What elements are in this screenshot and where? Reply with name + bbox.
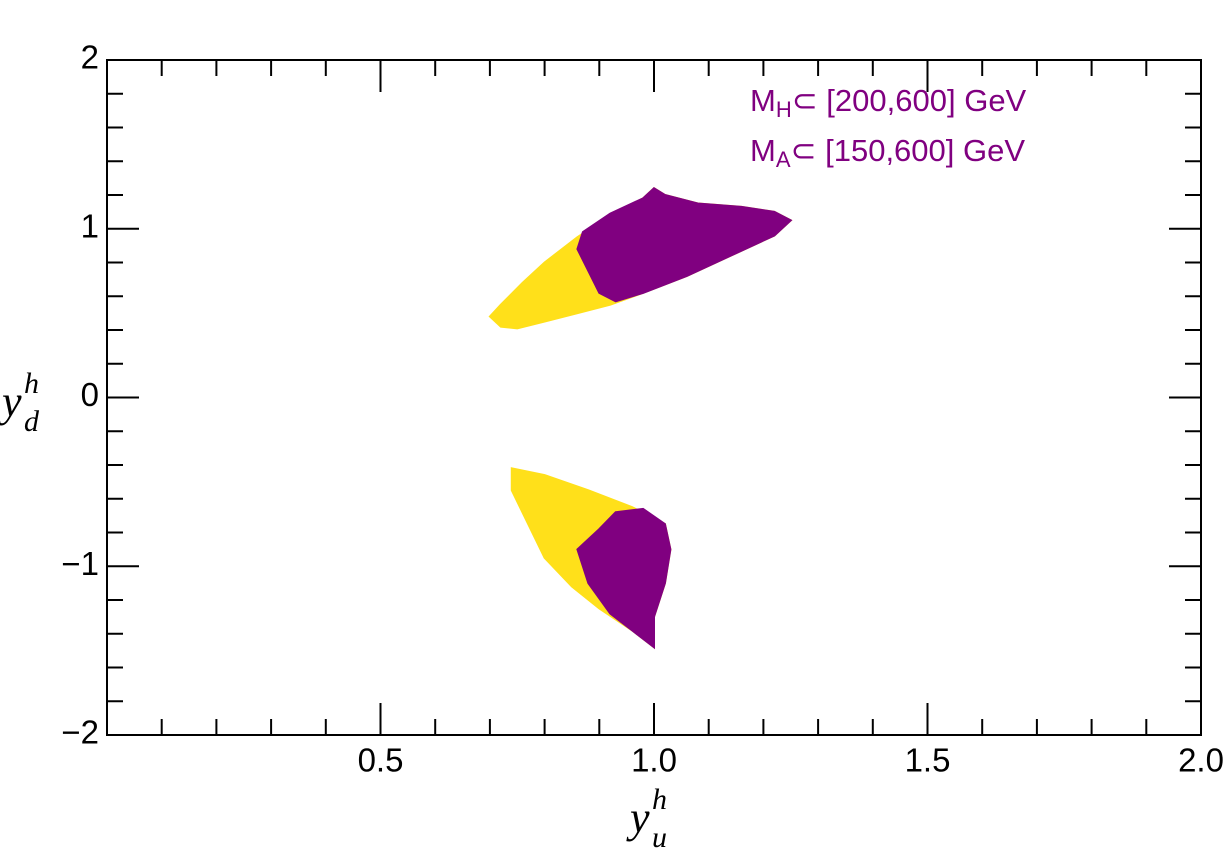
annotation: MA⊂ [150,600] GeV [750,133,1025,172]
x-tick-label: 1.5 [905,742,951,779]
y-tick-label: −1 [61,545,99,582]
x-tick-label: 0.5 [358,742,404,779]
x-axis-label-sup: h [652,783,667,816]
y-axis-label-sup: h [24,367,39,400]
annotation-main: M [750,83,776,118]
annotation-sub: H [776,97,792,122]
x-axis-label-sub: u [652,821,667,852]
x-tick-label: 2.0 [1178,742,1224,779]
y-axis-label-base: y [0,377,22,426]
annotation: MH⊂ [200,600] GeV [750,83,1027,122]
y-axis-label-sub: d [24,405,40,438]
x-axis-label: y hu [626,783,667,852]
y-tick-label: −2 [61,714,99,751]
y-axis-label: y hd [0,367,40,438]
annotation-rest: ⊂ [150,600] GeV [791,133,1026,168]
x-tick-label: 1.0 [631,742,677,779]
annotation-main: M [750,133,776,168]
annotation-sub: A [776,147,791,172]
x-axis-label-base: y [626,793,650,842]
point-cloud [576,507,672,650]
y-tick-label: 2 [81,39,99,76]
annotation-rest: ⊂ [200,600] GeV [792,83,1027,118]
point-cloud [576,186,793,303]
y-tick-label: 1 [81,207,99,244]
y-tick-label: 0 [81,376,99,413]
